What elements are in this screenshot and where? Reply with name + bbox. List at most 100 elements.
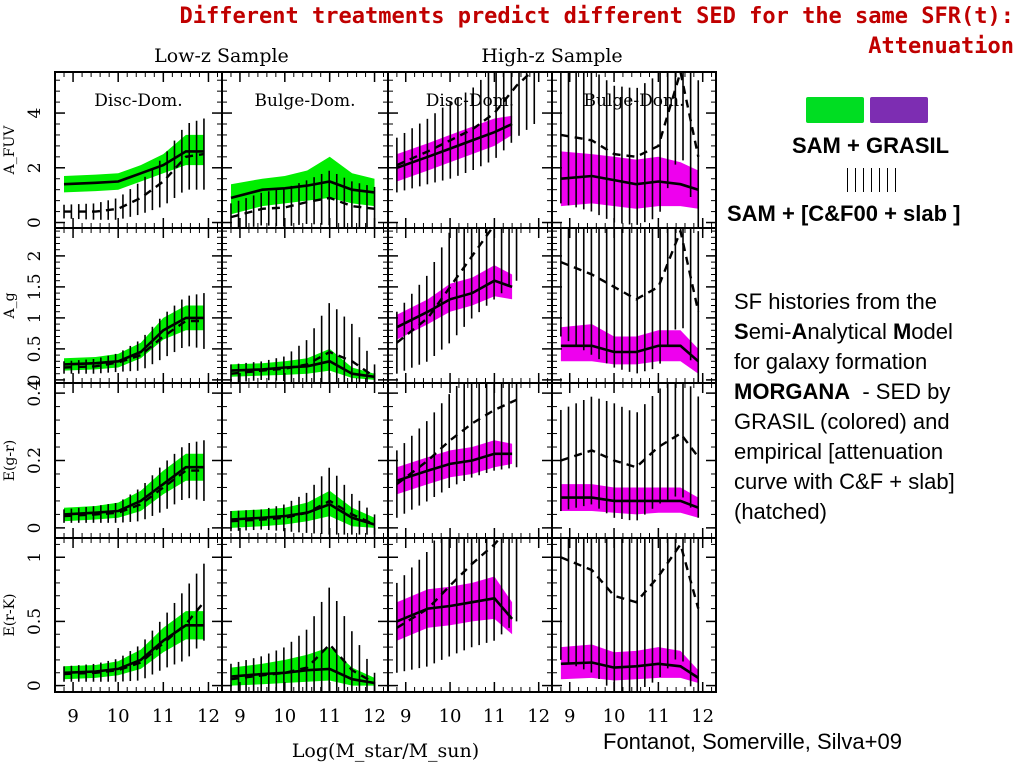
desc-line7: curve with C&F + slab] <box>734 469 955 494</box>
panel-r3c3 <box>560 538 700 692</box>
legend-swatch-green <box>806 97 864 123</box>
slide-title-line1: Different treatments predict different S… <box>179 4 1014 29</box>
panel-r1c2 <box>396 228 518 374</box>
solid-median-line <box>230 667 375 685</box>
dashed-median-line <box>64 152 205 213</box>
credit-text: Fontanot, Somerville, Silva+09 <box>603 729 902 754</box>
panel-r1c3 <box>560 228 700 383</box>
legend-swatch-purple <box>870 97 928 123</box>
panel-label: Disc-Dom. <box>94 91 182 111</box>
x-tick-label: 11 <box>647 706 670 727</box>
row-ylabel: E(r-K) <box>2 593 18 636</box>
desc-emi: emi- <box>748 319 792 344</box>
panel-label: Disc-Dom. <box>426 91 514 111</box>
desc-line4: MORGANA - SED by <box>734 377 1024 407</box>
slide-title: Different treatments predict different S… <box>14 2 1014 62</box>
desc-line1: SF histories from the <box>734 289 937 314</box>
solid-median-line <box>230 180 375 200</box>
solid-median-line <box>63 465 204 516</box>
panel-r3c2 <box>396 538 518 673</box>
dashed-median-line <box>560 72 700 159</box>
y-tick-label: 2 <box>25 250 45 261</box>
y-tick-label: 2 <box>25 162 45 173</box>
dashed-median-line <box>560 228 700 312</box>
y-tick-label: 0.5 <box>25 335 45 362</box>
y-tick-label: 0 <box>25 522 45 533</box>
panel-label: Bulge-Dom. <box>255 91 356 111</box>
panel-r2c0 <box>63 440 205 523</box>
dashed-median-line <box>396 228 494 344</box>
scatter-band <box>396 115 513 182</box>
solid-median-line <box>63 623 204 675</box>
x-tick-label: 9 <box>400 706 411 727</box>
panel-label: Bulge-Dom. <box>584 91 685 111</box>
x-tick-label: 12 <box>527 706 550 727</box>
desc-line8: (hatched) <box>734 499 827 524</box>
solid-median-line <box>396 452 513 482</box>
x-tick-label: 11 <box>318 706 341 727</box>
panel-r0c2 <box>396 72 536 193</box>
x-tick-label: 10 <box>273 706 296 727</box>
solid-median-line <box>230 359 375 379</box>
y-tick-label: 0.5 <box>25 608 45 635</box>
panel-r0c1 <box>230 156 376 228</box>
x-tick-label: 9 <box>564 706 575 727</box>
desc-morgana: MORGANA <box>734 379 851 404</box>
scatter-band <box>396 440 513 495</box>
x-tick-label: 10 <box>107 706 130 727</box>
scatter-band <box>64 611 204 680</box>
y-tick-label: 1.5 <box>25 273 45 300</box>
solid-median-line <box>560 344 700 363</box>
y-tick-label: 4 <box>25 108 45 119</box>
y-tick-label: 0.2 <box>25 447 45 474</box>
scatter-band <box>396 265 513 340</box>
y-tick-label: 1 <box>25 552 45 563</box>
solid-median-line <box>396 279 513 329</box>
x-tick-label: 12 <box>197 706 220 727</box>
x-axis-label: Log(M_star/M_sun) <box>292 740 479 762</box>
scatter-band <box>64 305 204 371</box>
legend-hatch-sample <box>847 168 903 192</box>
row-ylabel: A_g <box>2 292 18 319</box>
solid-median-line <box>560 661 700 679</box>
solid-median-line <box>396 122 513 170</box>
y-tick-label: 0 <box>25 217 45 228</box>
solid-median-line <box>560 496 699 509</box>
sample-label-high: High-z Sample <box>481 45 622 67</box>
x-tick-label: 10 <box>603 706 626 727</box>
dashed-median-line <box>63 319 204 369</box>
desc-line6: empirical [attenuation <box>734 439 944 464</box>
scatter-band <box>64 453 204 522</box>
scatter-band <box>64 134 204 193</box>
x-tick-label: 11 <box>483 706 506 727</box>
row-ylabel: E(g-r) <box>2 440 18 482</box>
desc-bold-m: M <box>892 319 912 344</box>
desc-sed-by: - SED by <box>850 379 951 404</box>
row-ylabel: A_FUV <box>2 125 18 176</box>
dashed-median-line <box>396 72 534 167</box>
dashed-median-line <box>230 196 375 219</box>
desc-line2: Semi-Analytical Model <box>734 317 1024 347</box>
legend-label-colored: SAM + GRASIL <box>792 133 950 158</box>
panel-frame <box>551 537 717 693</box>
x-tick-label: 12 <box>691 706 714 727</box>
y-tick-label: 0 <box>25 374 45 385</box>
desc-bold-a: A <box>791 319 808 344</box>
solid-median-line <box>560 174 699 191</box>
dashed-median-line <box>560 431 700 469</box>
solid-median-line <box>63 316 204 366</box>
y-tick-label: 1 <box>25 312 45 323</box>
scatter-band <box>396 576 513 641</box>
dashed-median-line <box>396 398 518 486</box>
solid-median-line <box>63 150 204 186</box>
x-tick-label: 12 <box>363 706 386 727</box>
y-tick-label: 0 <box>25 680 45 691</box>
x-tick-label: 9 <box>234 706 245 727</box>
y-tick-label: 0.4 <box>25 380 45 407</box>
desc-bold-s: S <box>734 319 749 344</box>
slide-title-line2: Attenuation <box>868 34 1014 59</box>
legend-label-hatched: SAM + [C&F00 + slab ] <box>727 201 961 226</box>
panel-r0c3 <box>560 72 700 228</box>
scatter-band <box>231 490 375 528</box>
panel-r1c1 <box>230 303 376 383</box>
